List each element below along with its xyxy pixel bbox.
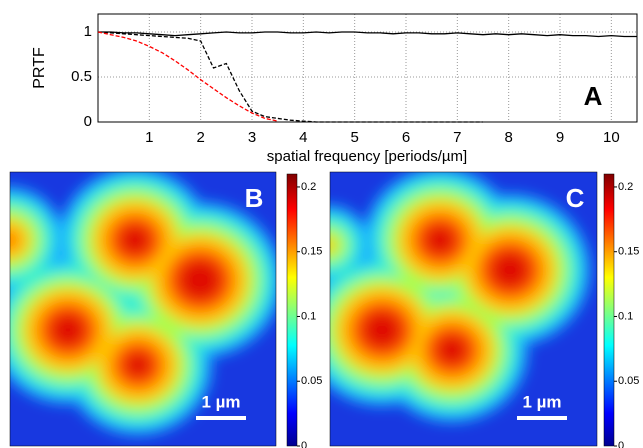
- density-lobe: [490, 251, 530, 289]
- colorbar-tick-label: 0.15: [618, 246, 639, 258]
- colorbar-tick-label: 0.15: [301, 246, 322, 258]
- x-axis-label: spatial frequency [periods/µm]: [267, 148, 467, 165]
- plot-frame: [97, 13, 638, 123]
- colorbar: [286, 173, 298, 447]
- object-density: [330, 172, 590, 423]
- x-tick-label: 6: [402, 129, 410, 146]
- density-lobe: [50, 312, 86, 348]
- density-lobe: [124, 351, 152, 379]
- panel-label: A: [584, 81, 603, 111]
- x-tick-label: 1: [145, 129, 153, 146]
- x-tick-label: 3: [248, 129, 256, 146]
- x-tick-label: 9: [556, 129, 564, 146]
- density-lobe: [10, 232, 16, 248]
- x-tick-label: 2: [196, 129, 204, 146]
- colorbar-tick-label: 0.1: [301, 310, 316, 322]
- density-lobe: [436, 334, 468, 366]
- x-tick-label: 5: [350, 129, 358, 146]
- density-lobe: [178, 259, 222, 301]
- colorbar: [603, 173, 615, 447]
- density-lobe: [424, 224, 456, 256]
- object-density: [10, 172, 276, 436]
- colorbar-tick-label: 0: [618, 440, 624, 448]
- density-lobe: [362, 311, 402, 349]
- colorbar-tick-label: 0.05: [618, 375, 639, 387]
- y-tick-label: 0: [84, 113, 92, 130]
- panel-label: B: [245, 183, 264, 213]
- density-lobe: [10, 219, 30, 261]
- panel-label: C: [566, 183, 585, 213]
- colorbar-tick-label: 0.2: [301, 181, 316, 193]
- colorbar-tick-label: 0.2: [618, 181, 633, 193]
- density-lobe: [330, 226, 348, 264]
- y-tick-label: 1: [84, 23, 92, 40]
- colorbar-tick-label: 0: [301, 440, 307, 448]
- x-tick-label: 10: [603, 129, 620, 146]
- density-lobe: [119, 224, 151, 256]
- image-frame: [329, 171, 598, 447]
- density-lobe: [330, 237, 336, 253]
- prtf-line: [97, 31, 278, 122]
- prtf-line: [98, 31, 637, 38]
- scale-bar-label: 1 µm: [522, 392, 561, 411]
- image-frame: [9, 171, 277, 447]
- colorbar-tick-label: 0.1: [618, 310, 633, 322]
- prtf-line: [97, 31, 483, 123]
- x-tick-label: 8: [504, 129, 512, 146]
- y-tick-label: 0.5: [71, 68, 92, 85]
- x-tick-label: 7: [453, 129, 461, 146]
- y-axis-label: PRTF: [31, 47, 48, 89]
- x-tick-label: 4: [299, 129, 307, 146]
- colorbar-tick-label: 0.05: [301, 375, 322, 387]
- scale-bar-label: 1 µm: [201, 392, 240, 411]
